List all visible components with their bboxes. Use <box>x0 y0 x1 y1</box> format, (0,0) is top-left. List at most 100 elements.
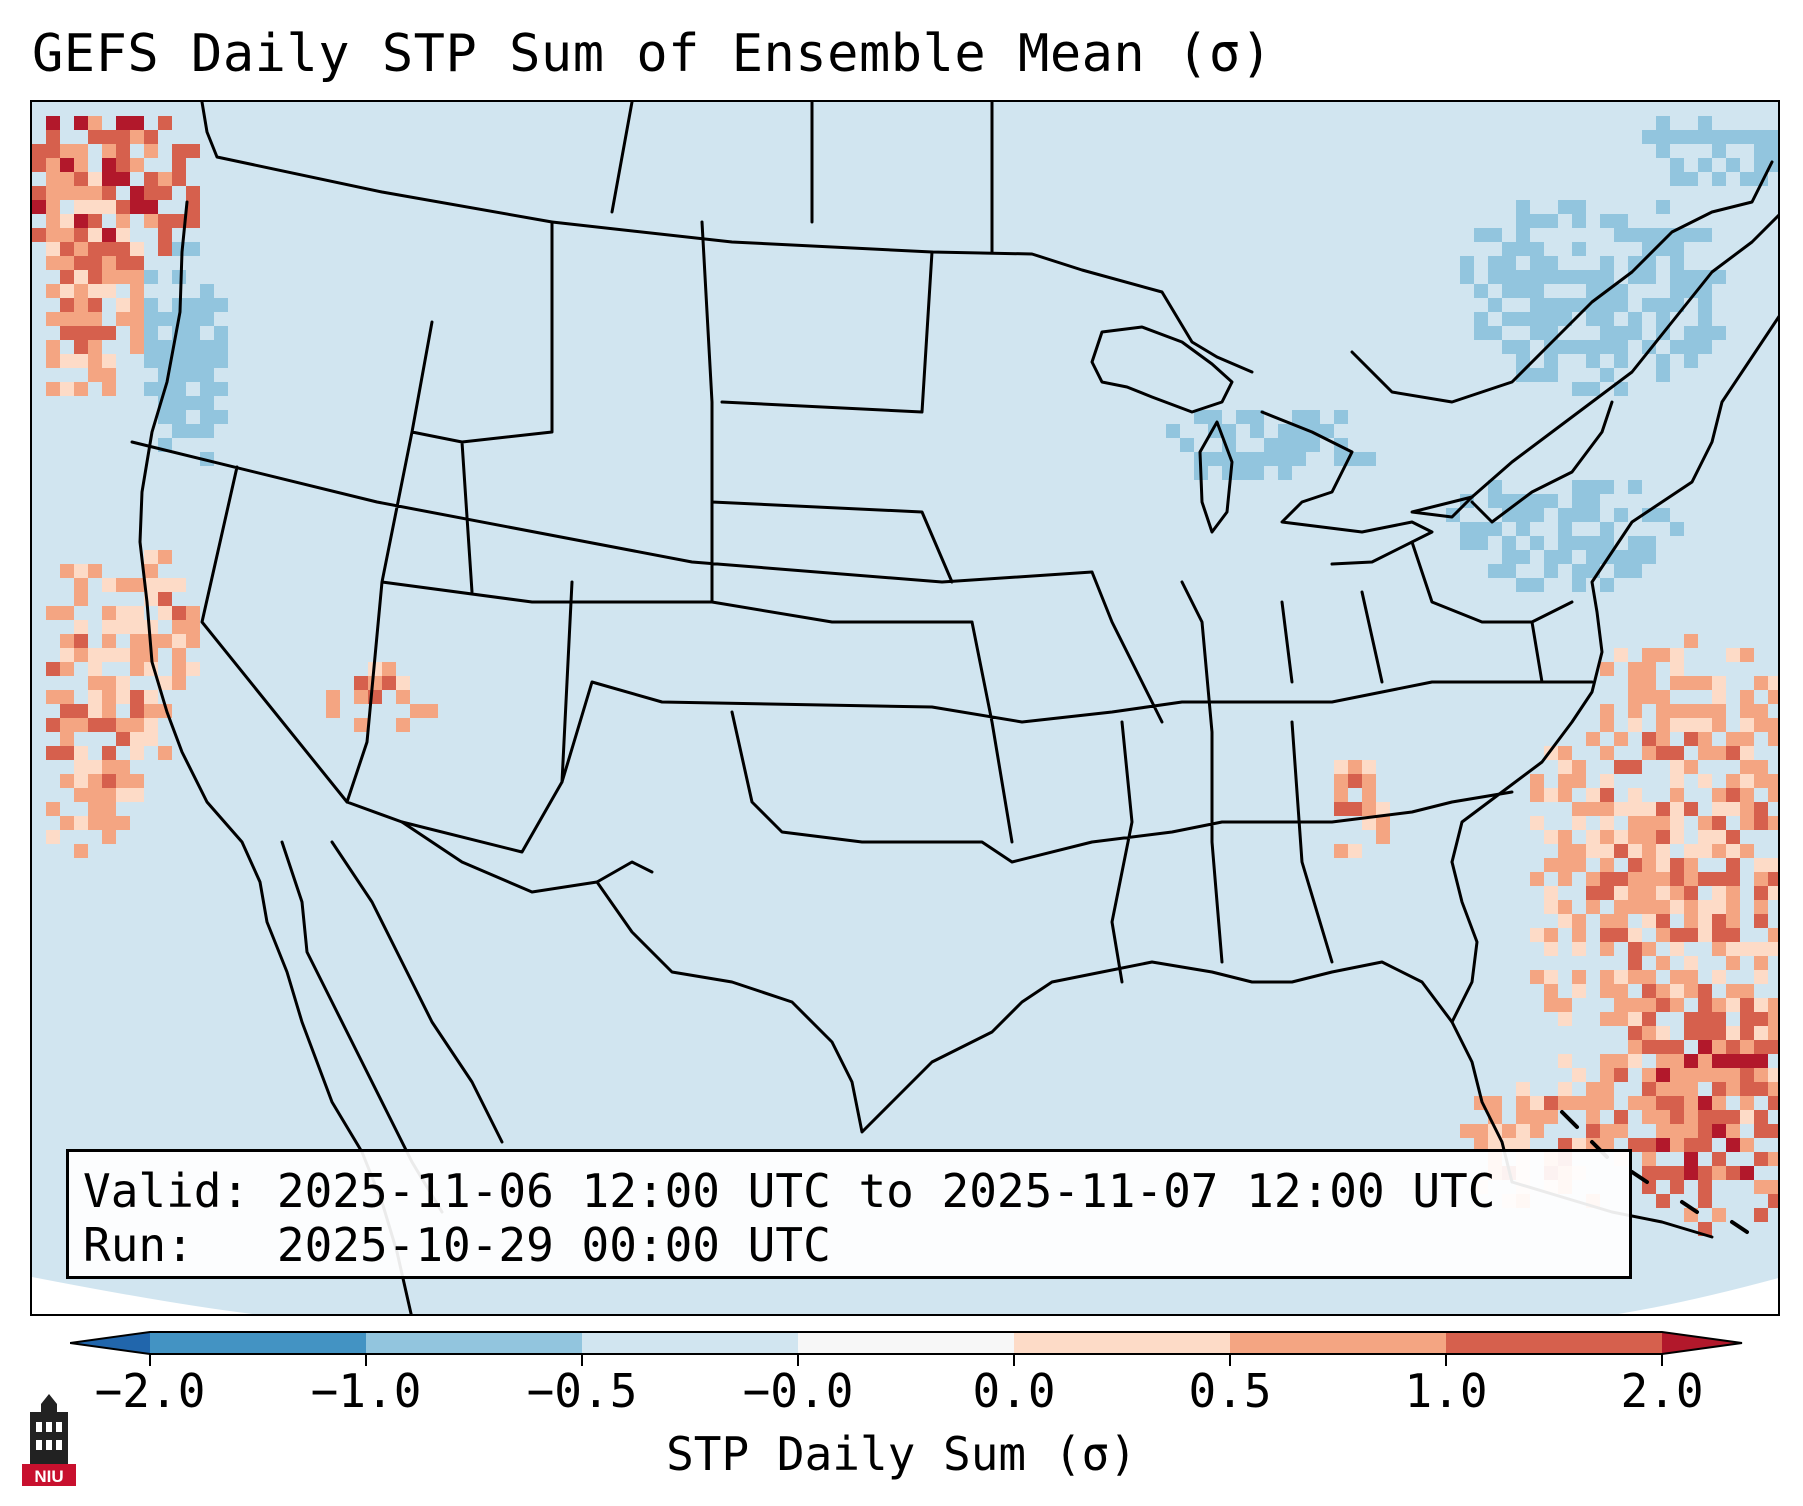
anomaly-cell <box>144 214 158 228</box>
anomaly-cell <box>1628 1096 1642 1110</box>
anomaly-cell <box>1642 1026 1656 1040</box>
anomaly-cell <box>1698 984 1712 998</box>
anomaly-cell <box>1754 998 1768 1012</box>
anomaly-cell <box>1628 998 1642 1012</box>
anomaly-cell <box>396 718 410 732</box>
anomaly-cell <box>1558 788 1572 802</box>
anomaly-cell <box>1600 662 1614 676</box>
anomaly-cell <box>1698 900 1712 914</box>
anomaly-cell <box>1334 844 1348 858</box>
map-panel[interactable] <box>30 100 1780 1316</box>
anomaly-cell <box>130 732 144 746</box>
anomaly-cell <box>1642 690 1656 704</box>
anomaly-cell <box>1544 298 1558 312</box>
anomaly-cell <box>1572 200 1586 214</box>
anomaly-cell <box>1670 1040 1684 1054</box>
anomaly-cell <box>1768 718 1778 732</box>
colorbar-label: STP Daily Sum (σ) <box>666 1427 1137 1481</box>
anomaly-cell <box>1656 984 1670 998</box>
anomaly-cell <box>1740 172 1754 186</box>
stp-map[interactable] <box>32 102 1780 1316</box>
anomaly-cell <box>1502 1124 1516 1138</box>
anomaly-cell <box>74 340 88 354</box>
anomaly-cell <box>116 298 130 312</box>
anomaly-cell <box>1488 256 1502 270</box>
anomaly-cell <box>1684 1012 1698 1026</box>
anomaly-cell <box>1740 1054 1754 1068</box>
anomaly-cell <box>354 718 368 732</box>
anomaly-cell <box>130 718 144 732</box>
anomaly-cell <box>1628 1040 1642 1054</box>
anomaly-cell <box>382 662 396 676</box>
anomaly-cell <box>144 270 158 284</box>
anomaly-cell <box>1642 746 1656 760</box>
anomaly-cell <box>1726 1040 1740 1054</box>
anomaly-cell <box>1754 956 1768 970</box>
anomaly-cell <box>1572 214 1586 228</box>
anomaly-cell <box>186 144 200 158</box>
anomaly-cell <box>1656 872 1670 886</box>
anomaly-cell <box>158 214 172 228</box>
anomaly-cell <box>1600 256 1614 270</box>
anomaly-cell <box>144 200 158 214</box>
anomaly-cell <box>1712 690 1726 704</box>
anomaly-cell <box>1558 270 1572 284</box>
anomaly-cell <box>1740 760 1754 774</box>
anomaly-cell <box>1530 326 1544 340</box>
boundary-lines <box>130 102 1778 1314</box>
anomaly-cell <box>88 340 102 354</box>
anomaly-cell <box>1586 312 1600 326</box>
anomaly-cell <box>214 382 228 396</box>
anomaly-cell <box>1670 1180 1684 1194</box>
anomaly-cell <box>116 172 130 186</box>
anomaly-cell <box>1572 494 1586 508</box>
colorbar-tick-label: 0.5 <box>1188 1364 1272 1418</box>
anomaly-cell <box>1684 704 1698 718</box>
anomaly-cell <box>46 382 60 396</box>
anomaly-cell <box>1572 802 1586 816</box>
anomaly-cell <box>1488 1096 1502 1110</box>
anomaly-cell <box>1278 452 1292 466</box>
anomaly-cell <box>158 592 172 606</box>
anomaly-cell <box>1614 298 1628 312</box>
anomaly-cell <box>1698 676 1712 690</box>
anomaly-cell <box>1586 1124 1600 1138</box>
anomaly-cell <box>60 270 74 284</box>
projection-edge-right <box>1618 1278 1778 1314</box>
anomaly-cell <box>1614 802 1628 816</box>
anomaly-cell <box>1698 1026 1712 1040</box>
anomaly-cell <box>1516 354 1530 368</box>
anomaly-cell <box>1768 1124 1778 1138</box>
anomaly-cell <box>1628 900 1642 914</box>
anomaly-cell <box>1586 872 1600 886</box>
anomaly-cell <box>60 144 74 158</box>
anomaly-cell <box>1600 214 1614 228</box>
anomaly-cell <box>102 172 116 186</box>
anomaly-cell <box>88 228 102 242</box>
anomaly-cell <box>102 676 116 690</box>
anomaly-cell <box>1670 1068 1684 1082</box>
anomaly-cell <box>1642 872 1656 886</box>
anomaly-cell <box>144 172 158 186</box>
anomaly-cell <box>1698 746 1712 760</box>
anomaly-cell <box>1712 144 1726 158</box>
anomaly-cell <box>1656 1040 1670 1054</box>
anomaly-cell <box>74 354 88 368</box>
anomaly-cell <box>88 312 102 326</box>
anomaly-cell <box>1614 550 1628 564</box>
anomaly-cell <box>1684 1110 1698 1124</box>
anomaly-cell <box>74 228 88 242</box>
anomaly-cell <box>1586 844 1600 858</box>
anomaly-cell <box>1726 1166 1740 1180</box>
anomaly-cell <box>1656 200 1670 214</box>
anomaly-cell <box>60 312 74 326</box>
anomaly-cell <box>1614 1124 1628 1138</box>
anomaly-cell <box>1684 984 1698 998</box>
anomaly-cell <box>116 760 130 774</box>
anomaly-cell <box>1670 1054 1684 1068</box>
anomaly-cell <box>1558 1138 1572 1152</box>
anomaly-cell <box>1530 1096 1544 1110</box>
anomaly-cell <box>1670 676 1684 690</box>
anomaly-cell <box>1768 816 1778 830</box>
anomaly-cell <box>1754 1040 1768 1054</box>
